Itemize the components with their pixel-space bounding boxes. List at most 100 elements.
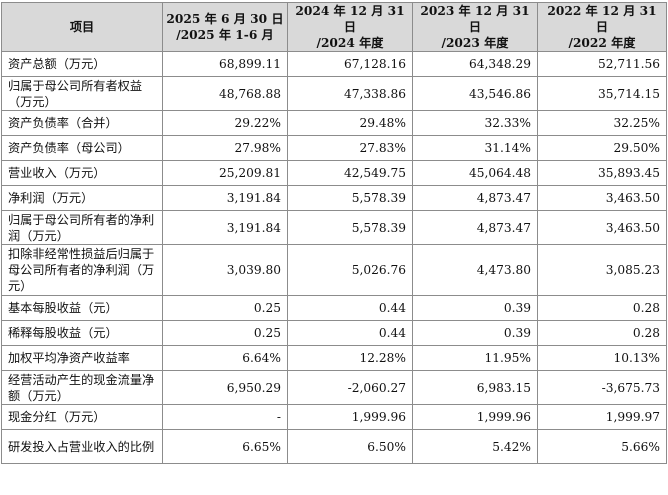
header-2023: 2023 年 12 月 31 日/2023 年度 [412,2,538,52]
table-cell: 64,348.29 [412,51,538,77]
table-cell: 27.83% [287,135,413,161]
header-line2: /2022 年度 [568,36,636,50]
row-label: 加权平均净资产收益率 [1,345,163,371]
table-cell: 32.25% [537,110,667,136]
table-cell: 6.50% [287,429,413,464]
table-cell: 31.14% [412,135,538,161]
table-cell: 5.42% [412,429,538,464]
table-cell: 29.48% [287,110,413,136]
table-cell: 0.25 [162,320,288,346]
table-cell: 45,064.48 [412,160,538,186]
table-cell: 35,714.15 [537,76,667,111]
row-label: 现金分红（万元） [1,404,163,430]
table-cell: 6,950.29 [162,370,288,405]
header-2024: 2024 年 12 月 31 日/2024 年度 [287,2,413,52]
table-row: 经营活动产生的现金流量净额（万元） 6,950.29 -2,060.27 6,9… [1,370,667,405]
table-cell: 6.65% [162,429,288,464]
row-label: 资产负债率（合并） [1,110,163,136]
row-label: 归属于母公司所有者的净利润（万元） [1,210,163,245]
row-label: 扣除非经常性损益后归属于母公司所有者的净利润（万元） [1,244,163,296]
table-cell: 5,578.39 [287,185,413,211]
table-cell: 5,578.39 [287,210,413,245]
table-cell: -3,675.73 [537,370,667,405]
table-cell: 6,983.15 [412,370,538,405]
table-cell: 3,463.50 [537,210,667,245]
table-cell: 3,463.50 [537,185,667,211]
row-label: 净利润（万元） [1,185,163,211]
header-line1: 2022 年 12 月 31 日 [547,4,657,34]
table-row: 资产总额（万元） 68,899.11 67,128.16 64,348.29 5… [1,51,667,77]
table-cell: 6.64% [162,345,288,371]
table-row: 扣除非经常性损益后归属于母公司所有者的净利润（万元） 3,039.80 5,02… [1,244,667,296]
header-2022: 2022 年 12 月 31 日/2022 年度 [537,2,667,52]
table-cell: 4,873.47 [412,185,538,211]
table-cell: 29.22% [162,110,288,136]
header-line1: 2023 年 12 月 31 日 [420,4,530,34]
header-item-text: 项目 [69,20,95,34]
table-cell: 1,999.96 [412,404,538,430]
table-row: 归属于母公司所有者权益（万元） 48,768.88 47,338.86 43,5… [1,76,667,111]
header-2025-h1: 2025 年 6 月 30 日/2025 年 1-6 月 [162,2,288,52]
row-label: 营业收入（万元） [1,160,163,186]
financial-data-table: 项目 2025 年 6 月 30 日/2025 年 1-6 月 2024 年 1… [1,2,667,464]
table-cell: 0.39 [412,320,538,346]
table-row: 资产负债率（合并） 29.22% 29.48% 32.33% 32.25% [1,110,667,136]
table-cell: 5.66% [537,429,667,464]
table-cell: -2,060.27 [287,370,413,405]
table-cell: 10.13% [537,345,667,371]
row-label: 资产总额（万元） [1,51,163,77]
header-line2: /2024 年度 [316,36,384,50]
table-cell: 27.98% [162,135,288,161]
table-cell: 42,549.75 [287,160,413,186]
table-cell: 11.95% [412,345,538,371]
table-cell: 12.28% [287,345,413,371]
table-cell: 3,191.84 [162,185,288,211]
table-cell: 32.33% [412,110,538,136]
table-cell: 67,128.16 [287,51,413,77]
table-cell: 48,768.88 [162,76,288,111]
row-label: 资产负债率（母公司） [1,135,163,161]
table-cell: 47,338.86 [287,76,413,111]
table-cell: 25,209.81 [162,160,288,186]
table-cell: 68,899.11 [162,51,288,77]
row-label: 经营活动产生的现金流量净额（万元） [1,370,163,405]
row-label: 归属于母公司所有者权益（万元） [1,76,163,111]
table-cell: 1,999.97 [537,404,667,430]
table-cell: 0.44 [287,320,413,346]
header-row: 项目 2025 年 6 月 30 日/2025 年 1-6 月 2024 年 1… [1,2,667,52]
header-line1: 2024 年 12 月 31 日 [295,4,405,34]
header-line2: /2025 年 1-6 月 [176,28,274,42]
table-cell: 52,711.56 [537,51,667,77]
table-cell: 4,473.80 [412,244,538,296]
table-row: 现金分红（万元） - 1,999.96 1,999.96 1,999.97 [1,404,667,430]
row-label: 研发投入占营业收入的比例 [1,429,163,464]
table-cell: 5,026.76 [287,244,413,296]
header-line2: /2023 年度 [441,36,509,50]
table-cell: 0.25 [162,295,288,321]
table-cell: 35,893.45 [537,160,667,186]
table-cell: 4,873.47 [412,210,538,245]
table-row: 加权平均净资产收益率 6.64% 12.28% 11.95% 10.13% [1,345,667,371]
table-cell: 1,999.96 [287,404,413,430]
table-cell: 0.39 [412,295,538,321]
table-row: 归属于母公司所有者的净利润（万元） 3,191.84 5,578.39 4,87… [1,210,667,245]
header-item: 项目 [1,2,163,52]
table-cell: 3,191.84 [162,210,288,245]
row-label: 基本每股收益（元） [1,295,163,321]
table-row: 净利润（万元） 3,191.84 5,578.39 4,873.47 3,463… [1,185,667,211]
table-cell: 3,085.23 [537,244,667,296]
table-cell: 3,039.80 [162,244,288,296]
row-label: 稀释每股收益（元） [1,320,163,346]
table-cell: 0.44 [287,295,413,321]
table-cell: 43,546.86 [412,76,538,111]
table-row: 资产负债率（母公司） 27.98% 27.83% 31.14% 29.50% [1,135,667,161]
table-cell: - [162,404,288,430]
table-row: 营业收入（万元） 25,209.81 42,549.75 45,064.48 3… [1,160,667,186]
table-row: 稀释每股收益（元） 0.25 0.44 0.39 0.28 [1,320,667,346]
table-cell: 0.28 [537,295,667,321]
table-row: 基本每股收益（元） 0.25 0.44 0.39 0.28 [1,295,667,321]
table-row: 研发投入占营业收入的比例 6.65% 6.50% 5.42% 5.66% [1,429,667,464]
table-cell: 29.50% [537,135,667,161]
header-line1: 2025 年 6 月 30 日 [166,12,284,26]
table-cell: 0.28 [537,320,667,346]
